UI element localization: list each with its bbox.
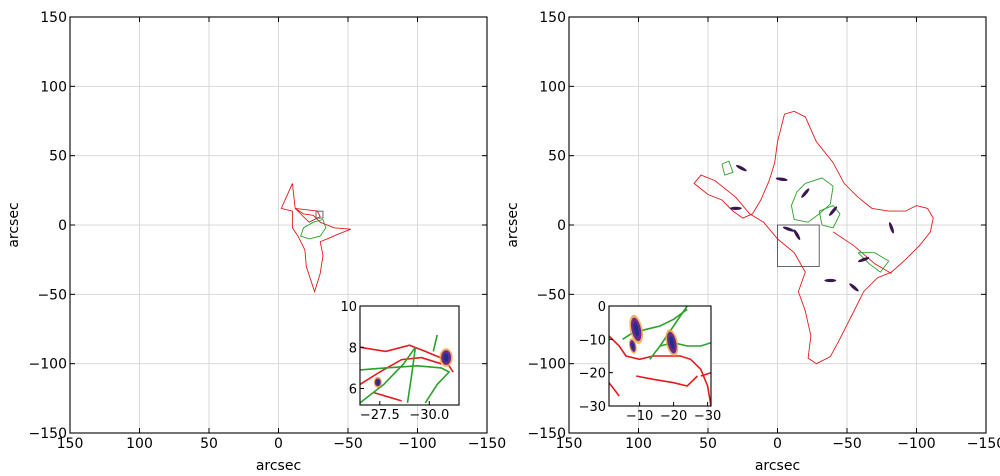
left-panel: 150 100 50 0 −50 −100 −150150100500−50−100−150… [6,10,506,474]
inset-x-tick-label: −27.5 [360,408,400,423]
lensed-image-mark [829,206,838,216]
inset-image-blob [629,314,644,344]
x-tick-label: 0 [274,436,283,452]
x-tick-label: 100 [625,436,652,452]
series-green-4 [721,160,734,176]
inset-x-tick-label: −20 [660,409,687,424]
x-tick-label: 100 [126,436,153,452]
y-axis-label: arcsec [505,202,521,247]
lensed-image-mark [801,188,810,198]
inset-x-tick-label: −30 [694,409,721,424]
series-red-0 [693,110,934,365]
inset-y-tick-label: −10 [579,333,606,348]
y-tick-label: 0 [557,218,566,234]
inset-frame [359,305,460,406]
inset-series-green-5 [406,347,417,404]
inset-image-blob [628,338,637,354]
x-tick-label: 0 [773,436,782,452]
y-tick-label: −150 [29,426,67,442]
y-tick-label: −100 [528,357,566,373]
inset-frame [608,305,712,407]
y-tick-label: −150 [528,426,566,442]
inset-y-tick-label: 6 [349,383,357,398]
x-tick-label: −50 [832,436,862,452]
y-tick-label: 50 [49,149,67,165]
lensed-image-mark [888,222,895,234]
right-panel: 150100500−50−100−150150100500−50−100−150… [505,10,1000,474]
x-tick-label: 150 [556,436,583,452]
y-tick-label: 0 [58,218,67,234]
inset-series-red-2 [609,382,620,397]
y-tick-label: 50 [548,149,566,165]
inset-panel: −10 −20 −30 0 −10 −20 −30 [579,300,722,424]
inset-panel: −27.5 −30.0 6 8 10 [340,300,460,423]
lensed-image-mark [729,206,742,210]
inset-plot-area [609,306,711,406]
inset-y-tick-label: 8 [349,341,357,356]
x-axis-label: arcsec [755,458,800,474]
inset-y-tick-label: −30 [579,400,606,415]
lensed-image-mark [824,278,837,283]
inset-series-red-2 [373,391,402,402]
x-tick-label: 50 [200,436,218,452]
series-green-3 [818,205,841,229]
plot-frame [568,16,987,434]
lensed-image-mark [849,283,859,292]
plot-frame [69,16,488,434]
series-green-2 [300,218,327,240]
inset-y-tick-label: −20 [579,367,606,382]
inset-plot-area [360,334,454,404]
inset-image-blob [665,329,679,357]
x-tick-label: −150 [967,436,1000,452]
inset-x-tick-label: −10 [626,409,653,424]
lensed-image-mark [782,226,795,232]
y-tick-label: −50 [37,287,67,303]
x-tick-label: −100 [897,436,935,452]
lensed-image-mark [858,257,870,263]
inset-image-blob [373,376,382,388]
y-axis-label: arcsec [6,202,22,247]
zoom-box [315,210,324,219]
x-tick-label: −50 [333,436,363,452]
x-tick-label: 50 [699,436,717,452]
y-tick-label: −100 [29,357,67,373]
series-red-1 [294,207,321,223]
inset-y-tick-label: 10 [340,300,357,315]
series-green-2 [790,177,834,223]
inset-series-green-6 [432,334,438,352]
series-red-0 [280,183,351,294]
inset-y-tick-label: 0 [598,300,606,315]
lensed-image-mark [736,164,747,172]
y-tick-label: 150 [40,10,67,26]
x-axis-label: arcsec [256,458,301,474]
x-tick-label: 150 [57,436,84,452]
y-tick-label: 100 [539,79,566,95]
inset-series-green-3 [360,346,417,404]
zoom-box [777,224,820,267]
y-tick-label: 150 [539,10,566,26]
inset-series-red-3 [700,371,711,377]
inset-x-tick-label: −30.0 [409,408,449,423]
inset-series-green-4 [360,364,451,404]
y-tick-label: 100 [40,79,67,95]
y-tick-label: −50 [536,287,566,303]
inset-series-red-1 [636,375,698,387]
series-green-5 [857,252,890,273]
lensed-image-mark [775,177,788,182]
inset-image-blob [439,348,453,367]
x-tick-label: −150 [468,436,506,452]
x-tick-label: −100 [398,436,436,452]
inset-series-red-1 [360,356,442,386]
lensed-image-mark [793,229,801,240]
